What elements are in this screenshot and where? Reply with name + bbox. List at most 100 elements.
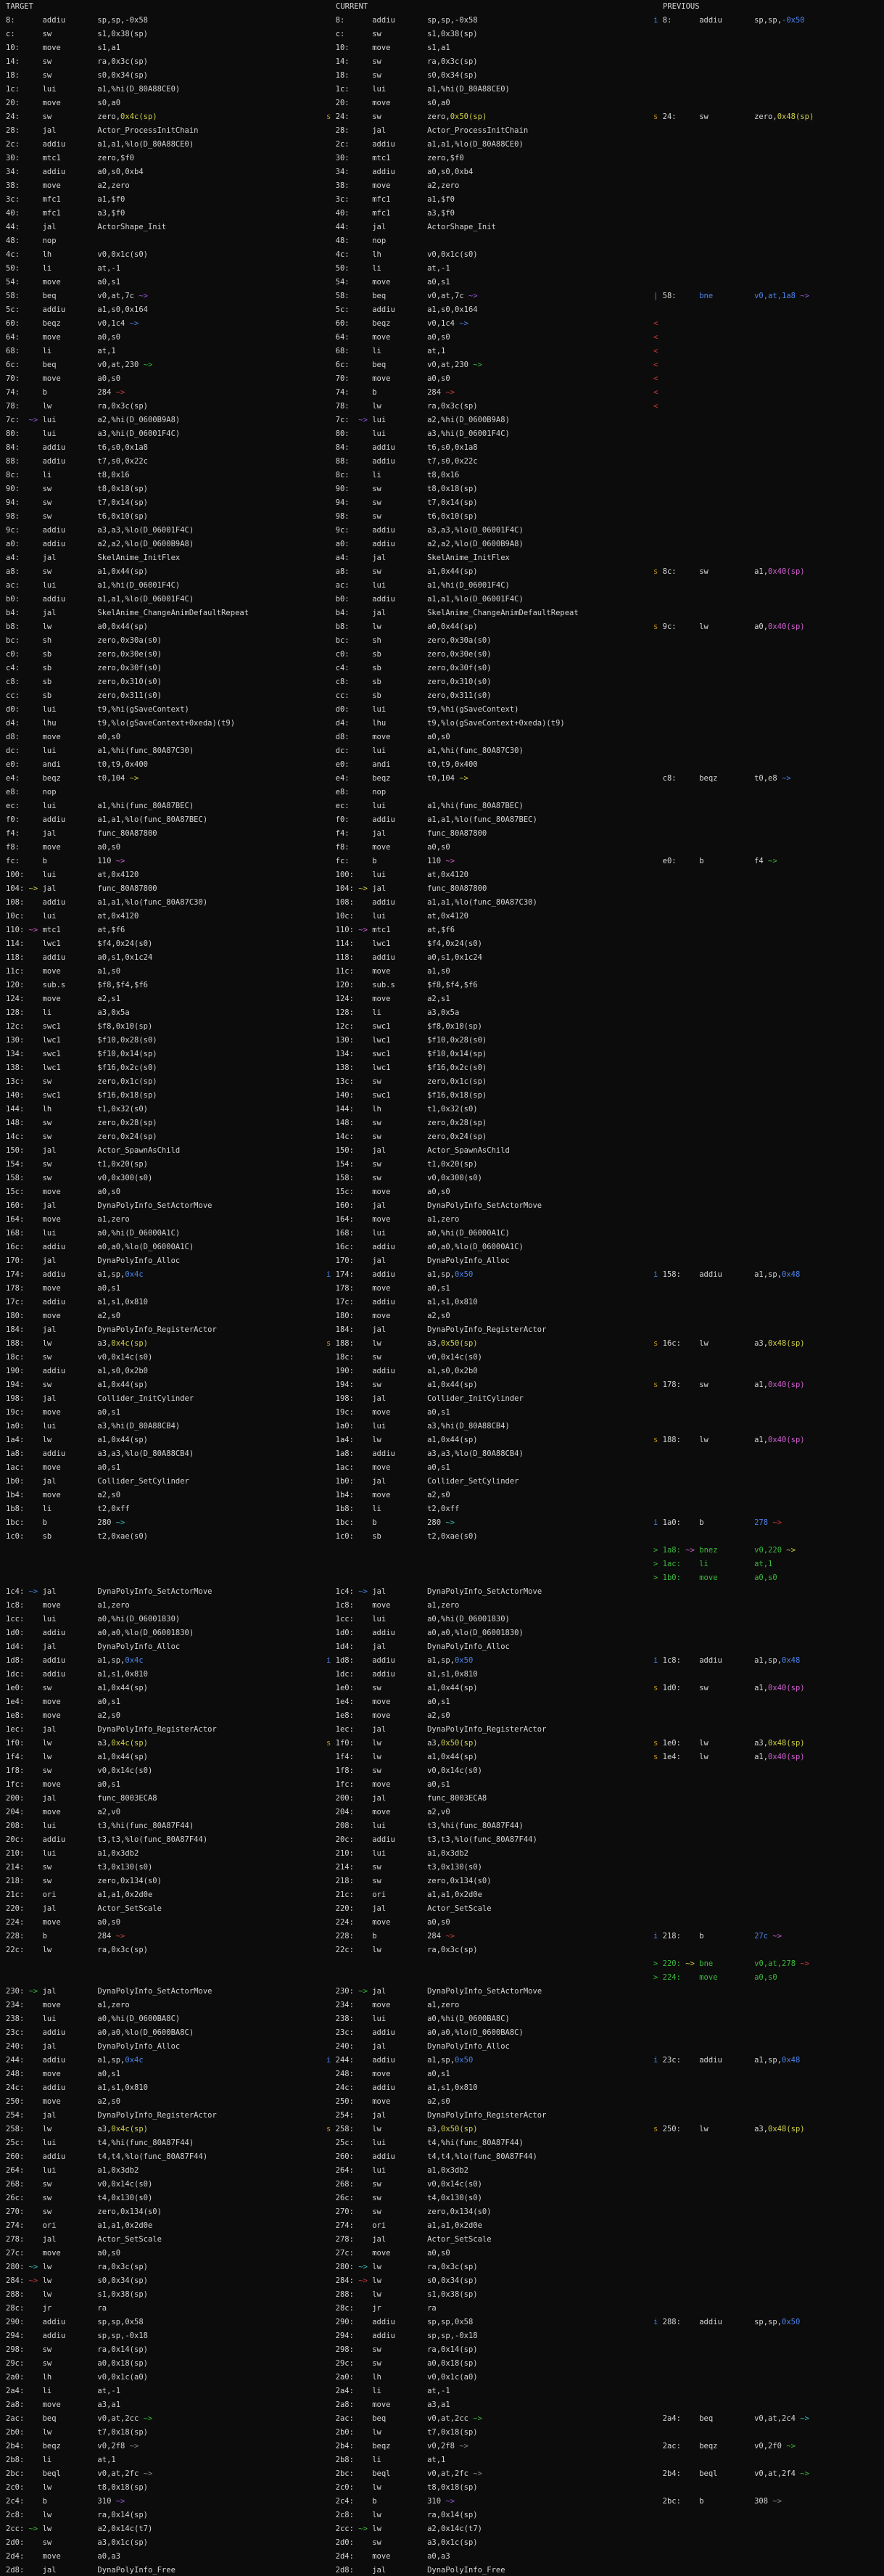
asm-row: 160: jal DynaPolyInfo_SetActorMove 160: … [0,1199,884,1213]
previous-cell [648,2426,884,2440]
diff-token: 0x48(sp) [768,1339,805,1348]
target-cell: 260: addiu t4,t4,%lo(func_80A87F44) [6,2152,208,2161]
target-cell: 280: ~> lw ra,0x3c(sp) [6,2263,148,2271]
previous-cell [648,1943,884,1957]
previous-cell [648,303,884,317]
current-cell: 180: move a2,s0 [326,1312,450,1320]
asm-row: 130: lwc1 $f10,0x28(s0) 130: lwc1 $f10,0… [0,1034,884,1048]
current-cell: 2c4: b 310 ~> [326,2497,455,2506]
target-cell: 90: sw t8,0x18(sp) [6,485,148,493]
target-cell: 230: ~> jal DynaPolyInfo_SetActorMove [6,1987,212,1996]
previous-cell [648,1406,884,1420]
previous-cell [648,2564,884,2576]
current-cell: 28c: jr ra [326,2304,437,2313]
current-cell: s 188: lw a3,0x50(sp) [326,1339,478,1348]
diff-token: 27c [754,1932,769,1941]
current-cell: 280: ~> lw ra,0x3c(sp) [326,2263,478,2271]
target-cell: 2d4: move a0,a3 [6,2552,121,2561]
target-cell: 1b0: jal Collider_SetCylinder [6,1477,189,1486]
target-cell: 2b0: lw t7,0x18(sp) [6,2428,148,2437]
current-cell: 38: move a2,zero [326,181,460,190]
asm-row: dc: lui a1,%hi(func_80A87C30) dc: lui a1… [0,744,884,758]
previous-cell [648,1048,884,1061]
diff-token: 0x40(sp) [768,1684,805,1692]
previous-cell [648,992,884,1006]
asm-row: fc: b 110 ~> fc: b 110 ~> e0: b f4 ~> [0,855,884,868]
current-cell: 90: sw t8,0x18(sp) [326,485,478,493]
diff-token: < [653,361,658,369]
current-cell: d8: move a0,s0 [326,733,450,741]
target-cell: 1e0: sw a1,0x44(sp) [6,1684,148,1692]
target-cell: 94: sw t7,0x14(sp) [6,498,148,507]
previous-cell [648,689,884,703]
current-cell: 44: jal ActorShape_Init [326,223,496,231]
current-cell: 9c: addiu a3,a3,%lo(D_06001F4C) [326,526,524,535]
target-cell: 15c: move a0,s0 [6,1188,121,1196]
diff-token: i [653,1518,658,1527]
asm-row: > 1b0: move a0,s0 [0,1571,884,1585]
previous-cell [648,221,884,234]
current-cell: 124: move a2,s1 [326,995,450,1003]
current-cell: 1ac: move a0,s1 [326,1463,450,1472]
target-cell: 28c: jr ra [6,2304,107,2313]
branch-arrow: ~> [115,1518,125,1527]
previous-cell [648,937,884,951]
previous-cell: i 288: addiu sp,sp,0x50 [653,2318,801,2326]
current-cell: 2c0: lw t8,0x18(sp) [326,2483,478,2492]
previous-cell [648,606,884,620]
previous-cell [648,2136,884,2150]
current-cell: 1c: lui a1,%hi(D_80A88CE0) [326,85,510,94]
current-cell: 22c: lw ra,0x3c(sp) [326,1946,478,1954]
previous-cell [648,1282,884,1296]
diff-token: > [653,1573,658,1582]
current-cell: e4: beqz t0,104 ~> [326,774,468,783]
previous-cell: > 1a8: ~> bnez v0,220 ~> [648,1544,884,1557]
diff-token: 0x4c(sp) [111,2125,148,2133]
current-cell: 4c: lh v0,0x1c(s0) [326,250,478,259]
previous-cell [648,1144,884,1158]
diff-token: s [326,1339,331,1348]
diff-token: s [653,1684,658,1692]
target-cell: 1a0: lui a3,%hi(D_80A88CB4) [6,1422,181,1431]
asm-row: 74: b 284 ~> 74: b 284 ~> < [0,386,884,400]
previous-cell [648,2274,884,2288]
previous-cell [648,1240,884,1254]
previous-cell [648,2329,884,2343]
current-cell [321,1544,648,1557]
previous-cell [648,124,884,138]
asm-row: 244: addiu a1,sp,0x4c i 244: addiu a1,sp,… [0,2054,884,2067]
asm-row: 148: sw zero,0x28(sp) 148: sw zero,0x28(… [0,1116,884,1130]
current-cell: 184: jal DynaPolyInfo_RegisterActor [326,1325,547,1334]
asm-row: 198: jal Collider_InitCylinder 198: jal … [0,1392,884,1406]
diff-token: < [653,347,658,355]
previous-cell [648,923,884,937]
asm-row: 94: sw t7,0x14(sp) 94: sw t7,0x14(sp) [0,496,884,510]
asm-row: 20c: addiu t3,t3,%lo(func_80A87F44) 20c:… [0,1833,884,1847]
target-cell: 104: ~> jal func_80A87800 [6,884,157,893]
previous-cell [648,1365,884,1378]
target-cell: 3c: mfc1 a1,$f0 [6,195,125,204]
asm-row: 1f0: lw a3,0x4c(sp) s 1f0: lw a3,0x50(sp)… [0,1737,884,1750]
diff-token: 0x48 [782,1270,801,1279]
target-cell: 54: move a0,s1 [6,278,121,287]
target-cell: 278: jal Actor_SetScale [6,2235,162,2244]
current-cell: 284: ~> lw s0,0x34(sp) [326,2276,478,2285]
current-cell: 208: lui t3,%hi(func_80A87F44) [326,1822,524,1830]
target-cell: 294: addiu sp,sp,-0x18 [6,2332,148,2340]
previous-cell [648,1916,884,1930]
branch-arrow: ~> [445,1518,455,1527]
asm-row: 124: move a2,s1 124: move a2,s1 [0,992,884,1006]
current-cell: 214: sw t3,0x130(s0) [326,1863,482,1872]
asm-row: 12c: swc1 $f8,0x10(sp) 12c: swc1 $f8,0x1… [0,1020,884,1034]
target-cell: 9c: addiu a3,a3,%lo(D_06001F4C) [6,526,194,535]
asm-row: d4: lhu t9,%lo(gSaveContext+0xeda)(t9) d… [0,717,884,731]
current-cell: 274: ori a1,a1,0x2d0e [326,2221,482,2230]
diff-token: 0x50 [782,2318,801,2326]
previous-cell [648,41,884,55]
current-cell: 218: sw zero,0x134(s0) [326,1877,492,1885]
current-cell: 130: lwc1 $f10,0x28(s0) [326,1036,487,1045]
branch-arrow: ~> [358,1587,368,1596]
column-header-previous: PREVIOUS [663,2,700,11]
current-cell: 1a8: addiu a3,a3,%lo(D_80A88CB4) [326,1449,524,1458]
target-cell: 218: sw zero,0x134(s0) [6,1877,162,1885]
